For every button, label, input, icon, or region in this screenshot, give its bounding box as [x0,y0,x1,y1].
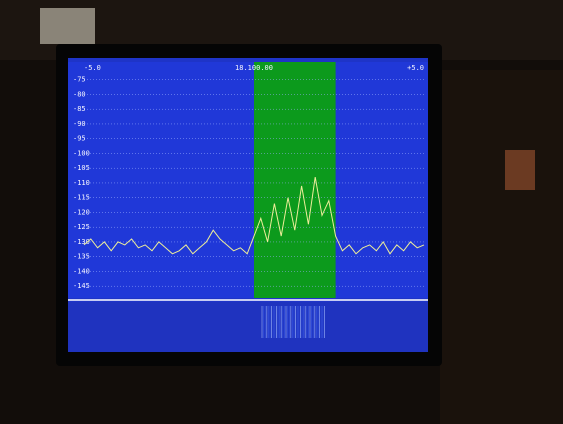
y-tick-label: -105 [73,164,90,172]
y-tick-label: -80 [73,90,86,98]
y-tick-label: -130 [73,238,90,246]
y-tick-label: -135 [73,253,90,261]
y-tick-label: -120 [73,208,90,216]
y-tick-label: -125 [73,223,90,231]
y-tick-label: -110 [73,179,90,187]
waterfall-bg [68,302,428,352]
y-tick-label: -115 [73,194,90,202]
y-tick-label: -75 [73,76,86,84]
y-tick-label: -95 [73,135,86,143]
y-tick-label: -100 [73,149,90,157]
y-tick-label: -85 [73,105,86,113]
spectrum-trace [83,177,425,255]
y-tick-label: -90 [73,120,86,128]
y-tick-label: -145 [73,282,90,290]
x-tick-label: +5.0 [407,64,424,72]
x-tick-label: -5.0 [84,64,101,72]
bookshelf [440,70,563,424]
book [505,150,535,190]
plot-area [68,62,428,298]
highlight-band [254,62,336,298]
waterfall [68,302,428,352]
y-tick-label: -140 [73,267,90,275]
note [40,8,95,44]
x-tick-label: 18.100.00 [235,64,273,72]
